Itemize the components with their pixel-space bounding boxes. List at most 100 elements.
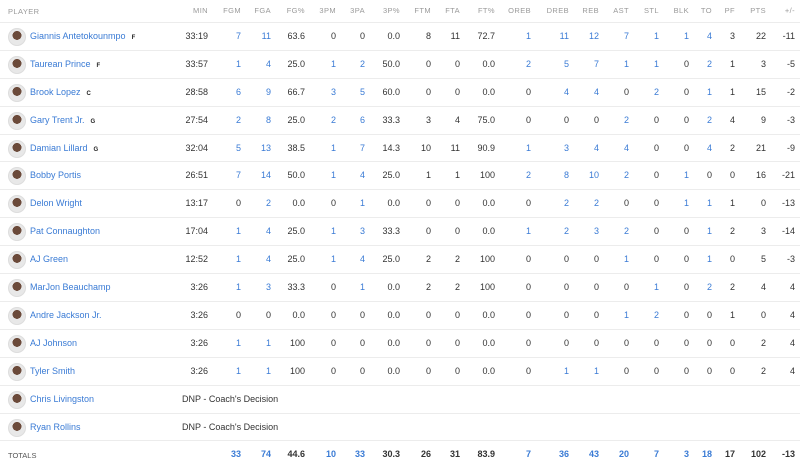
stat-3pa[interactable]: 1 (325, 283, 365, 292)
position-badge: C (87, 91, 91, 97)
stat-fta: 0 (420, 60, 460, 69)
player-name: Pat Connaughton (30, 226, 100, 236)
stat-ft-pct: 0.0 (455, 339, 495, 348)
player-name: Gary Trent Jr. (30, 115, 85, 125)
player-avatar (8, 307, 26, 325)
stat-oreb[interactable]: 1 (491, 227, 531, 236)
stat-fta: 2 (420, 283, 460, 292)
stat-plus-minus: -21 (755, 171, 795, 180)
player-name-link[interactable]: Brook Lopez C (30, 88, 91, 97)
player-name-link[interactable]: Giannis Antetokounmpo F (30, 32, 135, 41)
total-oreb[interactable]: 7 (491, 450, 531, 459)
stat-plus-minus: -14 (755, 227, 795, 236)
total-plus-minus: -13 (755, 450, 795, 459)
player-name-link[interactable]: AJ Green (30, 255, 68, 264)
player-name: Brook Lopez (30, 87, 81, 97)
player-name-link[interactable]: AJ Johnson (30, 339, 77, 348)
column-header-player[interactable]: PLAYER (8, 7, 39, 16)
stat-plus-minus: 4 (755, 367, 795, 376)
player-name: Chris Livingston (30, 394, 94, 404)
stat-plus-minus: -2 (755, 88, 795, 97)
player-name-link[interactable]: MarJon Beauchamp (30, 283, 111, 292)
stat-3pa[interactable]: 4 (325, 171, 365, 180)
stat-fta: 0 (420, 311, 460, 320)
stat-3pa[interactable]: 1 (325, 199, 365, 208)
player-name: Ryan Rollins (30, 422, 81, 432)
player-avatar (8, 84, 26, 102)
player-avatar (8, 419, 26, 437)
player-name-link[interactable]: Pat Connaughton (30, 227, 100, 236)
stat-3pa[interactable]: 7 (325, 144, 365, 153)
stat-3pa[interactable]: 6 (325, 116, 365, 125)
player-name-link[interactable]: Chris Livingston (30, 395, 94, 404)
player-avatar (8, 335, 26, 353)
position-badge: F (132, 35, 136, 41)
column-header-plus-minus[interactable]: +/- (755, 7, 795, 15)
total-3pa[interactable]: 33 (325, 450, 365, 459)
stat-oreb: 0 (491, 88, 531, 97)
total-fta: 31 (420, 450, 460, 459)
stat-3pa[interactable]: 4 (325, 255, 365, 264)
player-name-link[interactable]: Tyler Smith (30, 367, 75, 376)
stat-ft-pct: 0.0 (455, 311, 495, 320)
player-avatar (8, 279, 26, 297)
stat-fta: 0 (420, 339, 460, 348)
stat-plus-minus: 4 (755, 283, 795, 292)
stat-fta: 0 (420, 199, 460, 208)
stat-ft-pct: 0.0 (455, 367, 495, 376)
stat-ft-pct: 100 (455, 171, 495, 180)
player-name-link[interactable]: Delon Wright (30, 199, 82, 208)
player-name-link[interactable]: Ryan Rollins (30, 423, 81, 432)
stat-oreb[interactable]: 2 (491, 171, 531, 180)
stat-fta: 1 (420, 171, 460, 180)
stat-plus-minus: -5 (755, 60, 795, 69)
player-name-link[interactable]: Bobby Portis (30, 171, 81, 180)
stat-fta: 4 (420, 116, 460, 125)
total-ft-pct: 83.9 (455, 450, 495, 459)
stat-oreb: 0 (491, 311, 531, 320)
player-avatar (8, 112, 26, 130)
position-badge: F (97, 63, 101, 69)
player-name: Andre Jackson Jr. (30, 310, 102, 320)
stat-3pa: 0 (325, 311, 365, 320)
stat-3pa: 0 (325, 339, 365, 348)
player-name: Giannis Antetokounmpo (30, 31, 126, 41)
player-name: Taurean Prince (30, 59, 91, 69)
player-name-link[interactable]: Gary Trent Jr.G (30, 116, 95, 125)
player-name-link[interactable]: Taurean Prince F (30, 60, 100, 69)
stat-3pa: 0 (325, 367, 365, 376)
stat-ft-pct: 0.0 (455, 88, 495, 97)
stat-ft-pct: 0.0 (455, 199, 495, 208)
stat-oreb[interactable]: 2 (491, 60, 531, 69)
stat-oreb[interactable]: 1 (491, 144, 531, 153)
player-avatar (8, 140, 26, 158)
player-avatar (8, 251, 26, 269)
stat-ft-pct: 100 (455, 283, 495, 292)
stat-oreb: 0 (491, 255, 531, 264)
column-header-oreb[interactable]: OREB (491, 7, 531, 15)
stat-plus-minus: -3 (755, 255, 795, 264)
stat-oreb[interactable]: 1 (491, 32, 531, 41)
column-header-fta[interactable]: FTA (420, 7, 460, 15)
stat-fta: 11 (420, 32, 460, 41)
player-avatar (8, 28, 26, 46)
stat-3pa[interactable]: 5 (325, 88, 365, 97)
stat-ft-pct: 100 (455, 255, 495, 264)
column-header-ft-pct[interactable]: FT% (455, 7, 495, 15)
player-name-link[interactable]: Andre Jackson Jr. (30, 311, 102, 320)
stat-oreb: 0 (491, 116, 531, 125)
column-header-3pa[interactable]: 3PA (325, 7, 365, 15)
stat-plus-minus: -11 (755, 32, 795, 41)
stat-3pa[interactable]: 2 (325, 60, 365, 69)
stat-3pa[interactable]: 3 (325, 227, 365, 236)
stat-ft-pct: 75.0 (455, 116, 495, 125)
